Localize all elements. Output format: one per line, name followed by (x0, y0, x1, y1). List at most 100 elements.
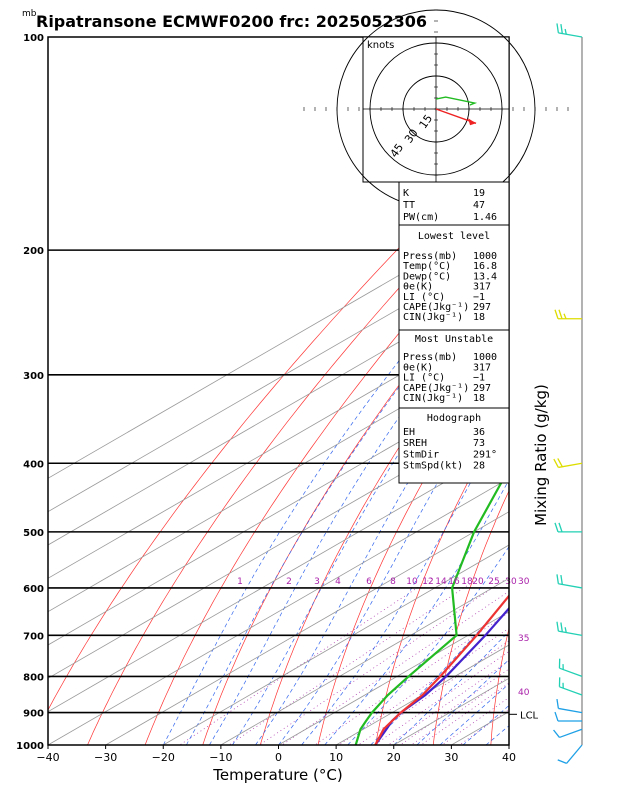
wind-barb (553, 728, 583, 739)
pressure-unit-label: mb (22, 9, 37, 19)
isotherm-line (48, 477, 509, 745)
tt-label: TT (403, 200, 415, 211)
dewpoint-trace (354, 466, 509, 745)
mixing-ratio-label: 3 (314, 577, 320, 587)
mixing-ratio-line (314, 611, 509, 745)
lowest-level-label: LI (°C) (403, 292, 445, 303)
isotherm-line (105, 511, 509, 745)
mixing-ratio-label: 14 (435, 577, 447, 587)
x-tick-label: 10 (329, 751, 343, 764)
most-unstable-value: 18 (473, 393, 485, 404)
hodograph-stat-label: SREH (403, 438, 427, 449)
x-tick-label: −30 (94, 751, 117, 764)
y-tick-label: 800 (23, 672, 44, 683)
lowest-level-value: 1000 (473, 251, 497, 262)
most-unstable-title: Most Unstable (415, 334, 493, 345)
mixing-ratio-label: 30 (505, 577, 517, 587)
wind-barb (556, 574, 583, 589)
wind-barb (554, 309, 582, 320)
k-label: K (403, 188, 409, 199)
y-tick-label: 900 (23, 709, 44, 720)
most-unstable-label: CIN(Jkg⁻¹) (403, 393, 463, 404)
lowest-level-label: CIN(Jkg⁻¹) (403, 312, 463, 323)
x-tick-label: −10 (209, 751, 232, 764)
pw-value: 1.46 (473, 212, 497, 223)
lowest-level-frame (398, 224, 510, 331)
mixing-ratio-line (258, 577, 509, 745)
storm-vector-arrowhead (468, 118, 477, 126)
mixing-ratio-line (357, 640, 509, 745)
y-tick-label: 300 (23, 371, 44, 382)
y-tick-label: 400 (23, 459, 44, 470)
most-unstable-label: θe(K) (403, 362, 433, 373)
dry-adiabat (548, 37, 618, 760)
mixing-ratio-label: 18 (461, 577, 473, 587)
lowest-level-label: Dewp(°C) (403, 271, 451, 282)
lowest-level-value: 16.8 (473, 261, 497, 272)
x-tick-label: −40 (36, 751, 59, 764)
chart-title: Ripatransone ECMWF0200 frc: 2025052306 (36, 12, 427, 31)
x-tick-label: 30 (444, 751, 458, 764)
x-tick-label: 20 (387, 751, 401, 764)
isotherm-line (48, 411, 509, 679)
moist-adiabat (439, 683, 509, 745)
dry-adiabat (432, 489, 509, 745)
wind-barb (553, 458, 583, 469)
mixing-ratio-label: 10 (406, 577, 418, 587)
lowest-level-label: Press(mb) (403, 251, 457, 262)
hodograph-trace (435, 96, 478, 106)
mixing-ratio-label: 6 (366, 577, 372, 587)
mixing-ratio-label: 16 (448, 577, 460, 587)
y-tick-label: 600 (23, 584, 44, 595)
mixing-ratio-label: 4 (335, 577, 341, 587)
lowest-level-value: 13.4 (473, 271, 497, 282)
isotherm-line (220, 577, 509, 745)
wind-barb (558, 658, 583, 677)
right-axis-title: Mixing Ratio (g/kg) (532, 384, 550, 526)
dry-adiabat (48, 136, 509, 711)
hodograph-stat-label: StmDir (403, 449, 439, 460)
isotherm-line (48, 211, 509, 479)
hodograph-unit: knots (367, 40, 394, 51)
theta-e-label: 40 (518, 688, 530, 698)
most-unstable-value: 317 (473, 362, 491, 373)
wind-barb (554, 711, 582, 722)
mixing-ratio-line (179, 577, 434, 745)
hodograph-stat-label: EH (403, 427, 415, 438)
most-unstable-rows: Press(mb) 1000 θe(K) 317 LI (°C) −1 CAPE(Jkg⁻¹… (403, 352, 497, 404)
x-tick-label: −20 (152, 751, 175, 764)
isotherm-line (48, 311, 509, 579)
mixing-ratio-line (410, 675, 509, 745)
x-tick-label: 0 (275, 751, 282, 764)
isotherm-line (48, 444, 509, 713)
pw-label: PW(cm) (403, 212, 439, 223)
isotherm-line (48, 277, 509, 546)
y-tick-label: 1000 (16, 741, 44, 752)
tt-value: 47 (473, 200, 485, 211)
mixing-ratio-label: 2 (286, 577, 292, 587)
wind-barb (557, 744, 583, 764)
y-tick-label: 700 (23, 631, 44, 642)
mixing-ratio-label: 8 (390, 577, 396, 587)
k-value: 19 (473, 188, 485, 199)
lowest-level-value: 317 (473, 282, 491, 293)
most-unstable-frame (398, 329, 510, 409)
temperature-trace (374, 594, 509, 745)
dry-adiabat (606, 37, 618, 760)
moist-adiabat (209, 270, 509, 745)
wind-barb (556, 23, 583, 38)
dry-adiabat (490, 626, 509, 745)
mixing-ratio-label: 25 (488, 577, 499, 587)
dry-adiabat (375, 407, 509, 745)
lowest-level-label: θe(K) (403, 282, 433, 293)
most-unstable-value: 1000 (473, 352, 497, 363)
moist-adiabat (232, 296, 509, 745)
hodograph-stat-label: StmSpd(kt) (403, 461, 463, 472)
dry-adiabat (317, 343, 509, 745)
most-unstable-value: 297 (473, 383, 491, 394)
theta-e-label: 30 (518, 577, 530, 587)
mixing-ratio-line (441, 697, 509, 745)
hodograph-stats-title: Hodograph (427, 413, 481, 424)
